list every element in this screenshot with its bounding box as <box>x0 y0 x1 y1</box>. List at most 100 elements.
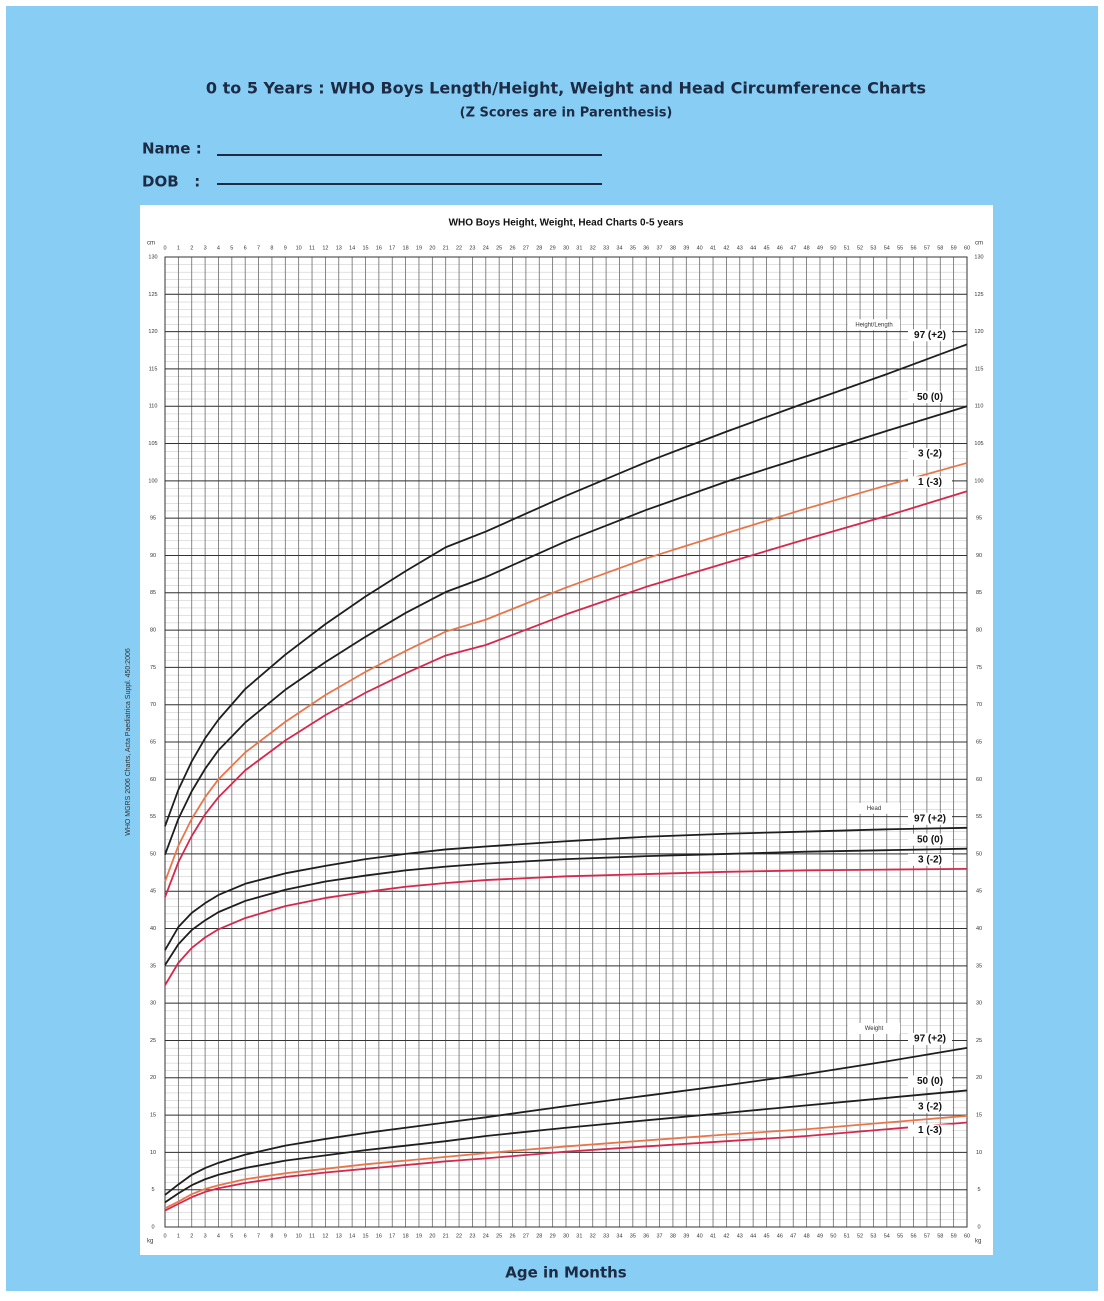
x-tick-label: 57 <box>924 1233 930 1239</box>
x-tick-label: 30 <box>563 245 569 251</box>
y-tick-label: 105 <box>974 441 983 447</box>
page-title: 0 to 5 Years : WHO Boys Length/Height, W… <box>206 79 926 98</box>
x-tick-label: 53 <box>870 245 876 251</box>
x-tick-label: 46 <box>777 245 783 251</box>
x-tick-label: 45 <box>763 1233 769 1239</box>
x-tick-label: 51 <box>844 1233 850 1239</box>
x-tick-label: 60 <box>964 245 970 251</box>
x-tick-label: 11 <box>309 1233 315 1239</box>
group-label-box <box>848 802 900 814</box>
x-tick-label: 28 <box>536 245 542 251</box>
x-tick-label: 55 <box>897 1233 903 1239</box>
series-line <box>164 405 968 855</box>
x-tick-label: 47 <box>790 1233 796 1239</box>
y-tick-label: 110 <box>975 404 984 410</box>
x-tick-label: 43 <box>737 1233 743 1239</box>
x-tick-label: 54 <box>884 1233 890 1239</box>
y-tick-label: 130 <box>974 254 983 260</box>
unit-label: kg <box>975 1239 981 1245</box>
y-tick-label: 30 <box>976 1001 982 1007</box>
y-tick-label: 75 <box>976 665 982 671</box>
unit-label: kg <box>147 1239 153 1245</box>
chart-title: WHO Boys Height, Weight, Head Charts 0-5… <box>449 218 684 229</box>
x-tick-label: 40 <box>697 1233 703 1239</box>
x-tick-label: 7 <box>257 1233 260 1239</box>
x-tick-label: 5 <box>230 1233 233 1239</box>
x-tick-label: 29 <box>550 1233 556 1239</box>
x-tick-label: 1 <box>177 1233 180 1239</box>
x-tick-label: 49 <box>817 1233 823 1239</box>
x-tick-label: 28 <box>536 1233 542 1239</box>
x-tick-label: 48 <box>804 1233 810 1239</box>
group-label: Head <box>867 806 881 812</box>
x-tick-label: 14 <box>349 245 355 251</box>
x-tick-label: 22 <box>456 1233 462 1239</box>
group-label-box <box>848 1022 900 1034</box>
y-tick-label: 70 <box>150 702 156 708</box>
series-label-box <box>908 1032 952 1045</box>
series-label-box <box>908 853 952 866</box>
x-tick-label: 15 <box>362 1233 368 1239</box>
x-tick-label: 37 <box>657 1233 663 1239</box>
x-tick-label: 36 <box>643 245 649 251</box>
y-tick-label: 55 <box>150 814 156 820</box>
x-tick-label: 46 <box>777 1233 783 1239</box>
x-tick-label: 42 <box>723 245 729 251</box>
y-tick-label: 20 <box>976 1075 982 1081</box>
y-tick-label: 80 <box>150 628 156 634</box>
x-tick-label: 31 <box>576 245 582 251</box>
x-tick-label: 13 <box>336 1233 342 1239</box>
y-tick-label: 100 <box>148 478 157 484</box>
y-tick-label: 0 <box>977 1224 980 1230</box>
x-tick-label: 24 <box>483 245 489 251</box>
y-tick-label: 65 <box>976 739 982 745</box>
x-tick-label: 59 <box>951 245 957 251</box>
series-line <box>164 462 968 882</box>
x-tick-label: 13 <box>336 245 342 251</box>
y-tick-label: 115 <box>975 366 984 372</box>
unit-label: cm <box>147 241 155 247</box>
y-tick-label: 120 <box>148 329 157 335</box>
x-tick-label: 9 <box>284 1233 287 1239</box>
x-tick-label: 20 <box>429 245 435 251</box>
x-tick-label: 50 <box>830 1233 836 1239</box>
x-tick-label: 57 <box>924 245 930 251</box>
x-tick-label: 35 <box>630 1233 636 1239</box>
y-tick-label: 0 <box>151 1224 154 1230</box>
x-tick-label: 30 <box>563 1233 569 1239</box>
x-tick-label: 49 <box>817 245 823 251</box>
series-label: 50 (0) <box>917 1076 943 1087</box>
series-label-box <box>908 1075 952 1088</box>
y-tick-label: 35 <box>150 963 156 969</box>
y-tick-label: 95 <box>976 516 982 522</box>
series-label-box <box>908 1124 952 1137</box>
series-line <box>164 867 968 986</box>
y-tick-label: 50 <box>976 851 982 857</box>
y-tick-label: 5 <box>977 1187 980 1193</box>
x-tick-label: 16 <box>376 1233 382 1239</box>
x-tick-label: 7 <box>257 245 260 251</box>
x-tick-label: 39 <box>683 1233 689 1239</box>
y-tick-label: 80 <box>976 628 982 634</box>
series-line <box>164 343 968 827</box>
x-tick-label: 32 <box>590 1233 596 1239</box>
y-tick-label: 45 <box>976 889 982 895</box>
series-line <box>164 1089 968 1204</box>
series-label-box <box>908 812 952 825</box>
x-tick-label: 27 <box>523 245 529 251</box>
source-note: WHO MGRS 2006 Charts, Acta Paediatrica S… <box>125 648 132 836</box>
series-label-box <box>908 447 952 460</box>
x-tick-label: 32 <box>590 245 596 251</box>
x-tick-label: 21 <box>443 1233 449 1239</box>
y-tick-label: 40 <box>976 926 982 932</box>
y-tick-label: 30 <box>150 1001 156 1007</box>
x-tick-label: 37 <box>657 245 663 251</box>
y-tick-label: 100 <box>974 478 983 484</box>
series-label: 50 (0) <box>917 392 943 403</box>
x-tick-label: 38 <box>670 1233 676 1239</box>
x-tick-label: 17 <box>389 1233 395 1239</box>
x-tick-label: 53 <box>870 1233 876 1239</box>
x-tick-label: 6 <box>244 1233 247 1239</box>
x-tick-label: 36 <box>643 1233 649 1239</box>
